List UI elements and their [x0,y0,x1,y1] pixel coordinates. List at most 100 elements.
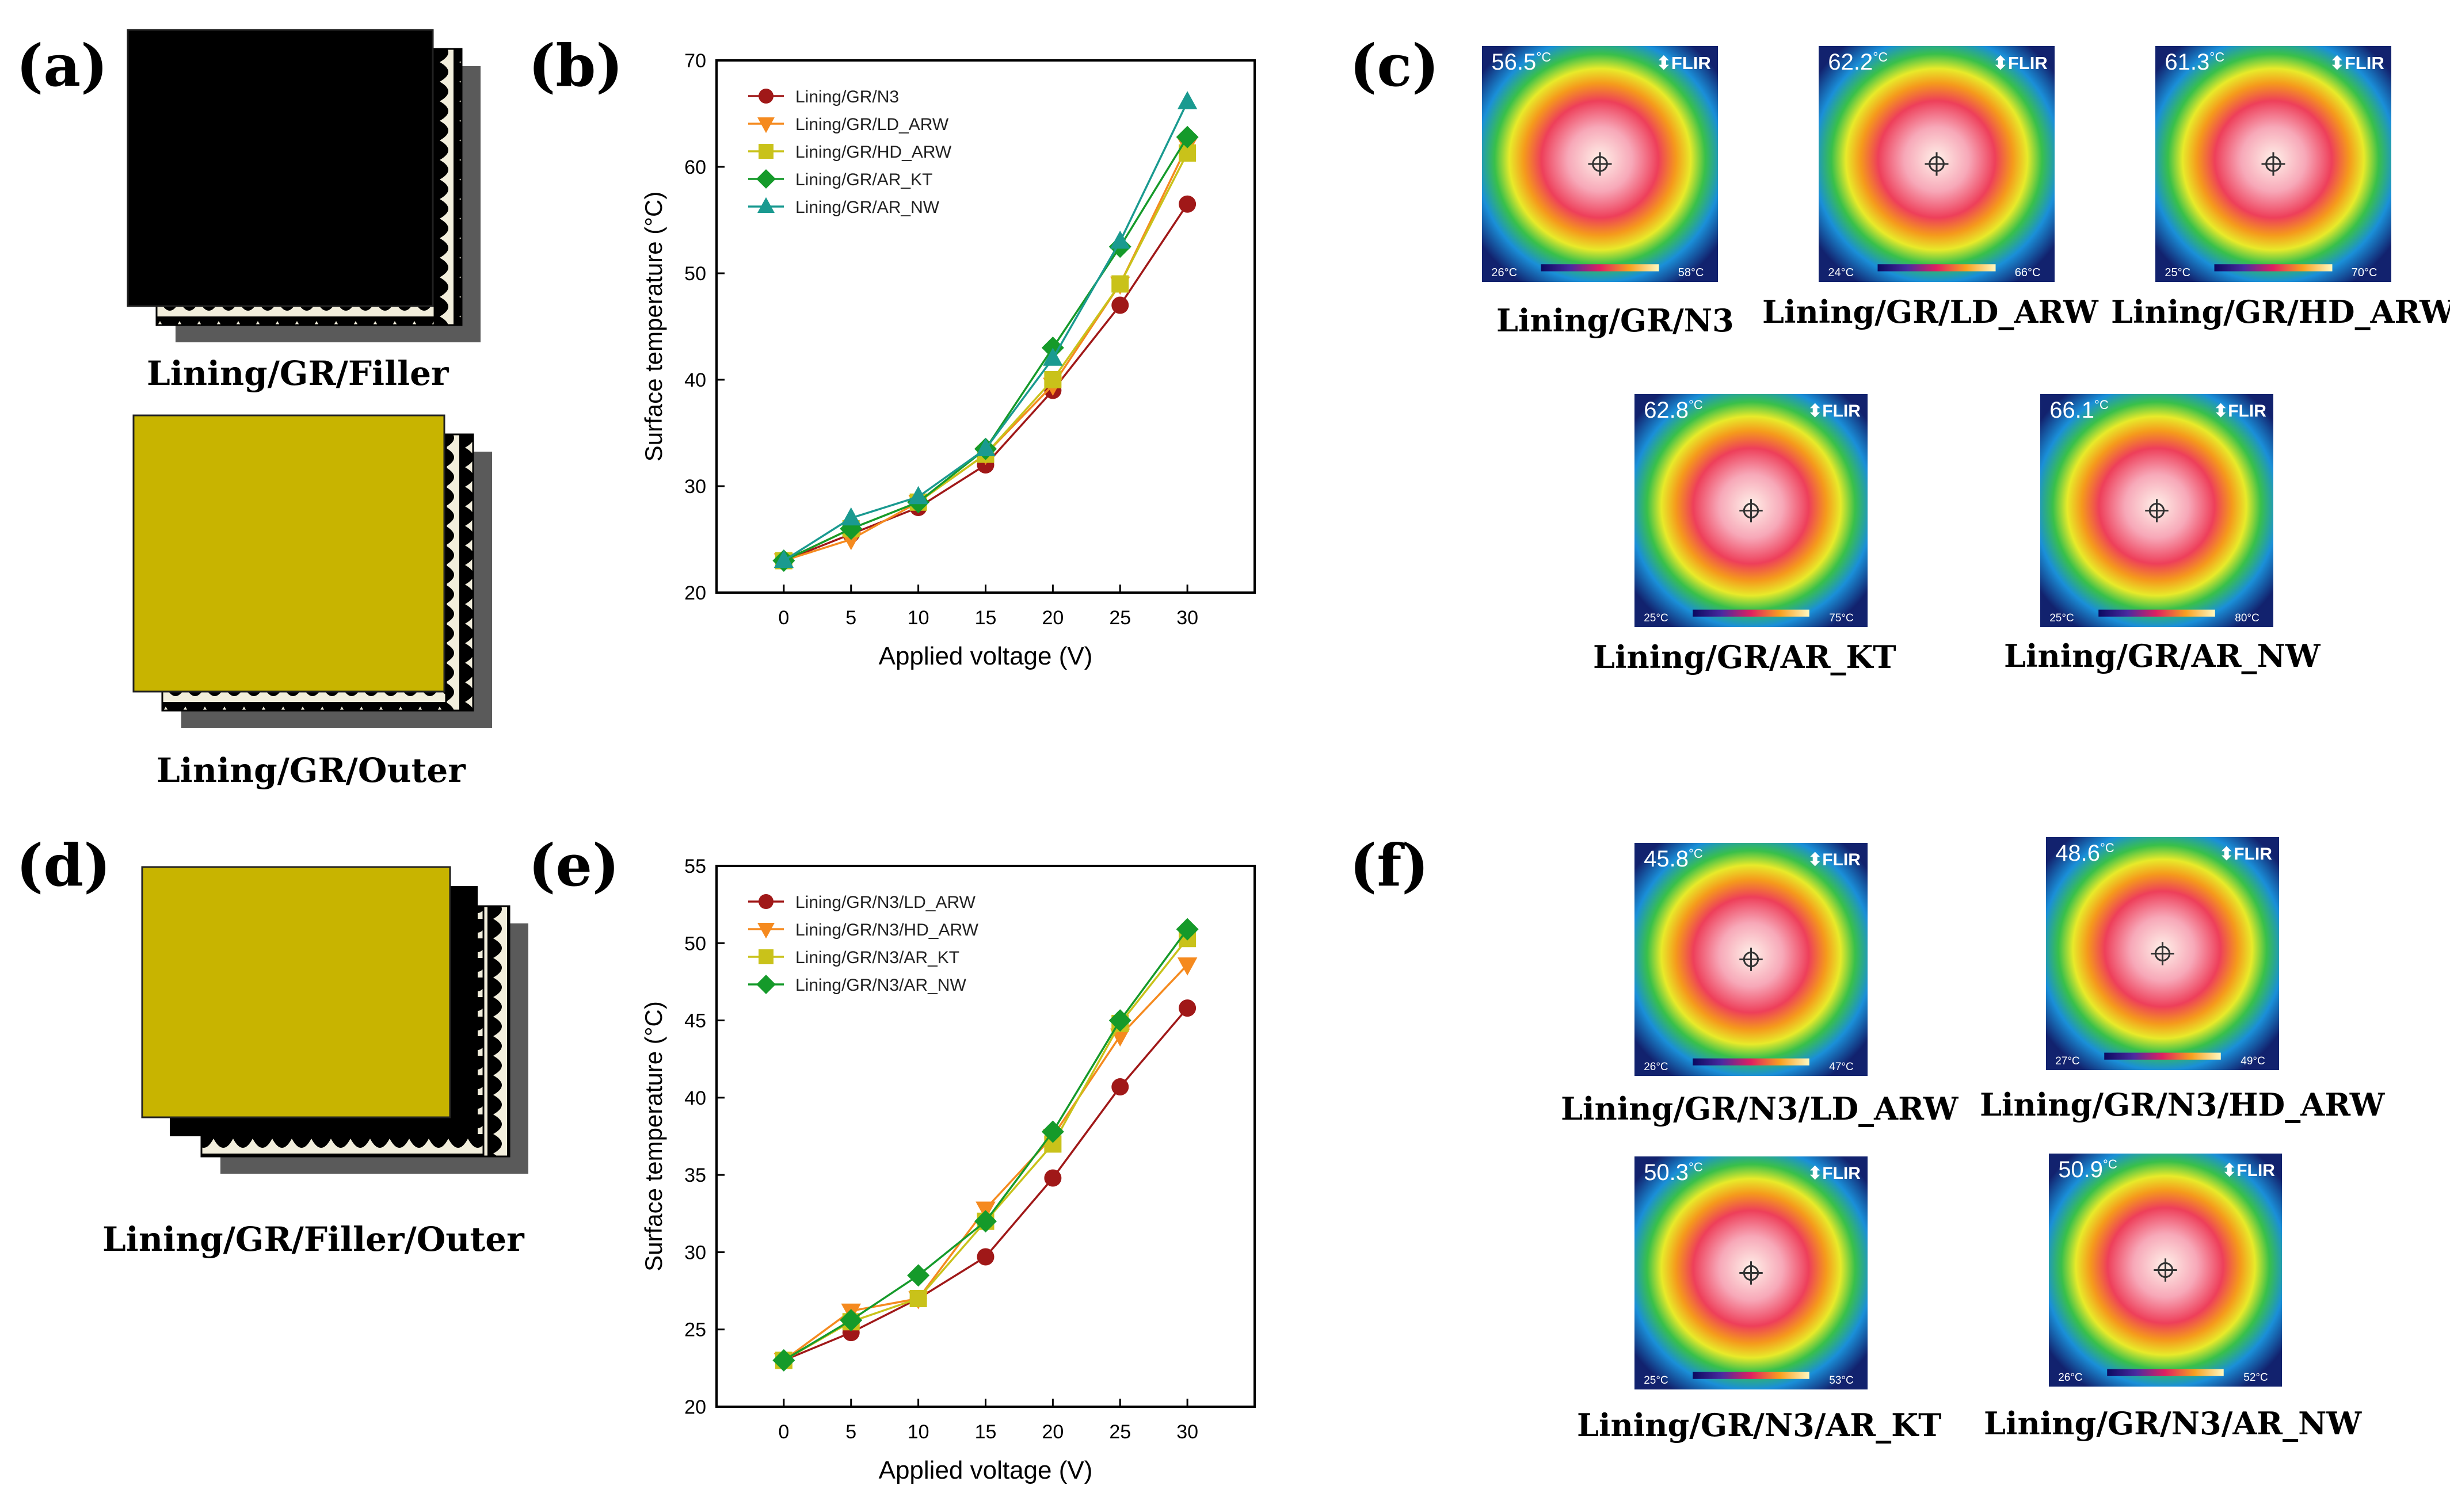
y-tick-label: 50 [684,933,706,954]
data-point [1111,296,1129,314]
panel-label-c: (c) [1350,32,1439,100]
y-tick-label: 40 [684,369,706,391]
series [772,125,1199,572]
data-point [977,1248,995,1266]
thermal-image-caption: Lining/GR/AR_KT [1593,639,1896,675]
structure-caption-outer: Lining/GR/Outer [157,751,466,790]
scale-min: 25°C [1644,612,1668,624]
data-point [1179,195,1197,213]
scale-max: 75°C [1829,612,1854,624]
scale-min: 26°C [1491,266,1518,279]
data-point [1177,91,1198,109]
structure-caption-filler: Lining/GR/Filler [147,354,449,393]
data-point [974,1210,997,1233]
series [775,999,1197,1369]
max-temperature: 62.2°C [1828,49,1888,75]
scale-min: 26°C [1644,1060,1668,1073]
x-tick-label: 15 [975,607,997,629]
x-tick-label: 0 [778,1421,789,1443]
series [774,957,1198,1372]
thermal-image-caption: Lining/GR/LD_ARW [1762,293,2098,330]
series [772,918,1199,1372]
flir-logo: ⬍FLIR [2329,53,2384,74]
x-tick-label: 10 [908,607,929,629]
y-tick-label: 20 [684,1396,706,1418]
legend-entry: Lining/GR/N3/LD_ARW [795,893,976,912]
x-tick-label: 0 [778,607,789,629]
legend-marker [759,144,774,159]
data-point [907,1264,930,1287]
panel-label-b: (b) [528,32,623,100]
series [775,930,1197,1369]
x-tick-label: 15 [975,1421,997,1443]
thermal-image: 66.1°C ⬍FLIR 25°C 80°C [2040,394,2273,627]
thermal-image: 50.3°C ⬍FLIR 25°C 53°C [1634,1156,1868,1389]
scale-max: 66°C [2014,266,2041,279]
scale-max: 70°C [2351,266,2377,279]
y-tick-label: 45 [684,1010,706,1032]
thermal-image-caption: Lining/GR/N3/HD_ARW [1980,1086,2385,1123]
max-temperature: 56.5°C [1491,49,1552,75]
y-tick-label: 40 [684,1087,706,1109]
y-tick-label: 30 [684,1242,706,1263]
data-point [1044,371,1062,388]
x-tick-label: 5 [845,607,856,629]
thermal-image: 48.6°C ⬍FLIR 27°C 49°C [2046,837,2279,1070]
x-tick-label: 5 [845,1421,856,1443]
plot-frame [715,59,1256,594]
thermal-image: 61.3°C ⬍FLIR 25°C 70°C [2155,46,2391,282]
max-temperature: 50.3°C [1644,1160,1703,1186]
x-tick-label: 30 [1176,1421,1198,1443]
scale-min: 25°C [2049,612,2074,624]
legend-entry: Lining/GR/AR_KT [795,170,932,189]
x-axis-label: Applied voltage (V) [879,1456,1093,1484]
legend-entry: Lining/GR/N3/AR_NW [795,976,966,995]
thermal-image: 62.2°C ⬍FLIR 24°C 66°C [1819,46,2055,282]
legend-marker [759,89,774,104]
data-point [908,486,928,505]
legend-marker [759,894,774,909]
flir-logo: ⬍FLIR [1656,53,1711,74]
filler-layer-edge [445,433,474,712]
y-tick-label: 20 [684,582,706,604]
thermal-image: 56.5°C ⬍FLIR 26°C 58°C [1482,46,1718,282]
layer-diagram-filler [127,29,481,342]
y-tick-label: 30 [684,476,706,498]
scale-max: 80°C [2235,612,2260,624]
data-point [840,1309,863,1332]
max-temperature: 66.1°C [2049,398,2109,423]
data-point [1044,1169,1062,1187]
thermal-image: 45.8°C ⬍FLIR 26°C 47°C [1634,843,1868,1076]
scale-min: 25°C [2165,266,2191,279]
legend-entry: Lining/GR/AR_NW [795,198,940,217]
filler-layer-edge [433,48,463,326]
data-point [1043,348,1063,366]
y-axis-label: Surface temperature (°C) [640,192,667,462]
data-point [1177,957,1198,976]
flir-logo: ⬍FLIR [1808,850,1861,870]
series [775,195,1197,570]
data-point [1179,999,1197,1017]
x-tick-label: 25 [1109,1421,1131,1443]
thermal-image: 50.9°C ⬍FLIR 26°C 52°C [2049,1154,2282,1387]
scale-max: 53°C [1829,1374,1854,1387]
data-point [1111,275,1129,293]
y-tick-label: 60 [684,156,706,178]
scale-max: 47°C [1829,1060,1854,1073]
data-point [774,549,794,568]
flir-logo: ⬍FLIR [1808,402,1861,421]
panel-label-a: (a) [16,32,108,100]
legend-marker [757,117,775,133]
series-line [783,203,1188,562]
thermal-image-caption: Lining/GR/AR_NW [2004,637,2321,674]
legend-marker [757,197,775,213]
legend-entry: Lining/GR/HD_ARW [795,143,952,162]
thermal-image-caption: Lining/GR/N3/AR_NW [1984,1405,2362,1442]
structure-caption-filler-outer: Lining/GR/Filler/Outer [102,1220,524,1259]
data-point [1041,1120,1064,1143]
data-point [841,507,861,526]
flir-logo: ⬍FLIR [2222,1161,2275,1181]
x-tick-label: 20 [1042,607,1064,629]
max-temperature: 45.8°C [1644,846,1703,872]
data-point [976,438,996,456]
